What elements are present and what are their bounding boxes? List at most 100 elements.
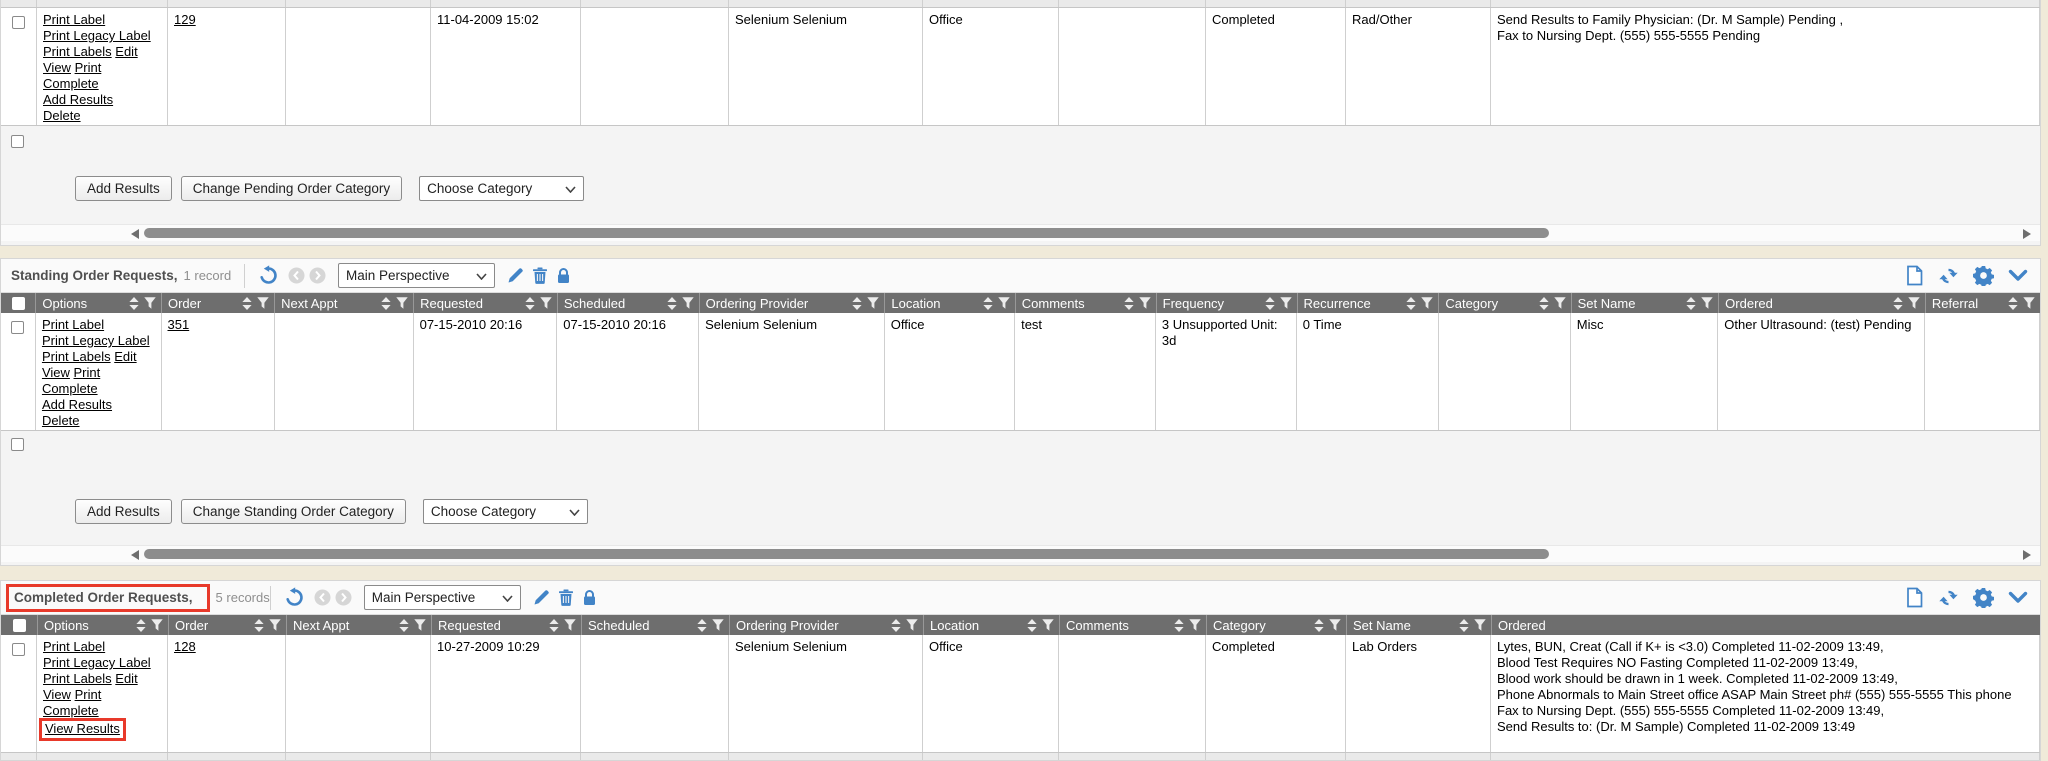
sort-icon[interactable] <box>1893 296 1903 310</box>
settings-icon[interactable] <box>1973 587 1994 608</box>
add-results-button[interactable]: Add Results <box>75 176 172 201</box>
scrollbar-thumb[interactable] <box>144 228 1549 238</box>
column-header-recurrence[interactable]: Recurrence <box>1296 293 1439 313</box>
complete-link[interactable]: Complete <box>43 76 99 91</box>
sort-icon[interactable] <box>1686 296 1696 310</box>
filter-icon[interactable] <box>1474 619 1486 631</box>
sort-icon[interactable] <box>667 296 677 310</box>
print-label-link[interactable]: Print Label <box>43 639 106 654</box>
h-scrollbar[interactable] <box>1 545 2040 562</box>
column-header-order[interactable]: Order <box>160 293 274 313</box>
filter-icon[interactable] <box>257 297 269 309</box>
filter-icon[interactable] <box>144 297 156 309</box>
sort-icon[interactable] <box>1174 618 1184 632</box>
sort-icon[interactable] <box>1406 296 1416 310</box>
select-all-checkbox[interactable] <box>12 618 26 632</box>
sort-icon[interactable] <box>1459 618 1469 632</box>
print-legacy-label-link[interactable]: Print Legacy Label <box>43 655 151 670</box>
undo-icon[interactable] <box>258 265 279 286</box>
next-page-icon[interactable] <box>309 267 326 284</box>
add-results-link[interactable]: Add Results <box>43 92 114 107</box>
column-header-location[interactable]: Location <box>884 293 1014 313</box>
edit-link[interactable]: Edit <box>114 349 137 364</box>
h-scrollbar[interactable] <box>1 224 2040 241</box>
column-header-referral[interactable]: Referral <box>1924 293 2040 313</box>
sort-icon[interactable] <box>1264 296 1275 310</box>
column-header-next_appt[interactable]: Next Appt <box>286 615 431 635</box>
sort-icon[interactable] <box>1027 618 1037 632</box>
change-standing-order-category-button[interactable]: Change Standing Order Category <box>180 499 406 524</box>
filter-icon[interactable] <box>712 619 724 631</box>
filter-icon[interactable] <box>1189 619 1201 631</box>
column-header-ordered[interactable]: Ordered <box>1718 293 1925 313</box>
prev-page-icon[interactable] <box>314 589 331 606</box>
filter-icon[interactable] <box>998 297 1010 309</box>
edit-perspective-icon[interactable] <box>533 589 550 606</box>
filter-icon[interactable] <box>414 619 426 631</box>
print-legacy-label-link[interactable]: Print Legacy Label <box>41 333 150 348</box>
sort-icon[interactable] <box>525 296 535 310</box>
undo-icon[interactable] <box>284 587 305 608</box>
settings-icon[interactable] <box>1973 265 1994 286</box>
select-all-checkbox[interactable] <box>11 438 24 451</box>
print-link[interactable]: Print <box>73 365 101 380</box>
filter-icon[interactable] <box>906 619 918 631</box>
complete-link[interactable]: Complete <box>41 381 98 396</box>
filter-icon[interactable] <box>1329 619 1341 631</box>
sort-icon[interactable] <box>1124 296 1134 310</box>
choose-category-select[interactable]: Choose Category <box>422 499 588 524</box>
lock-perspective-icon[interactable] <box>556 267 571 284</box>
sort-icon[interactable] <box>852 296 862 310</box>
refresh-icon[interactable] <box>1938 588 1959 608</box>
print-label-link[interactable]: Print Label <box>43 12 106 27</box>
sort-icon[interactable] <box>399 618 409 632</box>
print-labels-link[interactable]: Print Labels <box>43 671 112 686</box>
column-header-options[interactable]: Options <box>37 615 168 635</box>
column-header-requested[interactable]: Requested <box>431 615 581 635</box>
refresh-icon[interactable] <box>1938 266 1959 286</box>
filter-icon[interactable] <box>269 619 281 631</box>
filter-icon[interactable] <box>1421 297 1434 309</box>
add-results-link[interactable]: Add Results <box>41 397 113 412</box>
filter-icon[interactable] <box>396 297 408 309</box>
print-link[interactable]: Print <box>74 687 102 702</box>
column-header-category[interactable]: Category <box>1438 293 1570 313</box>
filter-icon[interactable] <box>1279 297 1292 309</box>
print-labels-link[interactable]: Print Labels <box>43 44 112 59</box>
lock-perspective-icon[interactable] <box>582 589 597 606</box>
filter-icon[interactable] <box>867 297 880 309</box>
order-number-link[interactable]: 351 <box>167 317 190 332</box>
perspective-select[interactable]: Main Perspective <box>363 585 521 610</box>
row-checkbox[interactable] <box>12 16 25 29</box>
sort-icon[interactable] <box>136 618 146 632</box>
row-checkbox[interactable] <box>12 643 25 656</box>
sort-icon[interactable] <box>242 296 252 310</box>
filter-icon[interactable] <box>2023 297 2035 309</box>
filter-icon[interactable] <box>151 619 163 631</box>
view-results-link[interactable]: View Results <box>45 721 120 736</box>
delete-perspective-icon[interactable] <box>558 589 574 606</box>
sort-icon[interactable] <box>983 296 993 310</box>
perspective-select[interactable]: Main Perspective <box>338 263 495 288</box>
sort-icon[interactable] <box>381 296 391 310</box>
print-label-link[interactable]: Print Label <box>41 317 105 332</box>
complete-link[interactable]: Complete <box>43 703 99 718</box>
document-icon[interactable] <box>1905 265 1924 286</box>
delete-link[interactable]: Delete <box>41 413 80 428</box>
collapse-icon[interactable] <box>2008 269 2028 283</box>
sort-icon[interactable] <box>1539 296 1549 310</box>
column-header-ordering_provider[interactable]: Ordering Provider <box>698 293 885 313</box>
document-icon[interactable] <box>1905 587 1924 608</box>
print-legacy-label-link[interactable]: Print Legacy Label <box>43 28 151 43</box>
column-header-set_name[interactable]: Set Name <box>1570 293 1719 313</box>
add-results-button[interactable]: Add Results <box>75 499 172 524</box>
scrollbar-thumb[interactable] <box>144 549 1549 559</box>
sort-icon[interactable] <box>2008 296 2018 310</box>
select-all-checkbox[interactable] <box>11 135 24 148</box>
filter-icon[interactable] <box>1908 297 1920 309</box>
filter-icon[interactable] <box>1138 297 1151 309</box>
scroll-right-icon[interactable] <box>2023 550 2031 560</box>
column-header-comments[interactable]: Comments <box>1059 615 1206 635</box>
edit-perspective-icon[interactable] <box>507 267 524 284</box>
scroll-left-icon[interactable] <box>131 229 139 239</box>
